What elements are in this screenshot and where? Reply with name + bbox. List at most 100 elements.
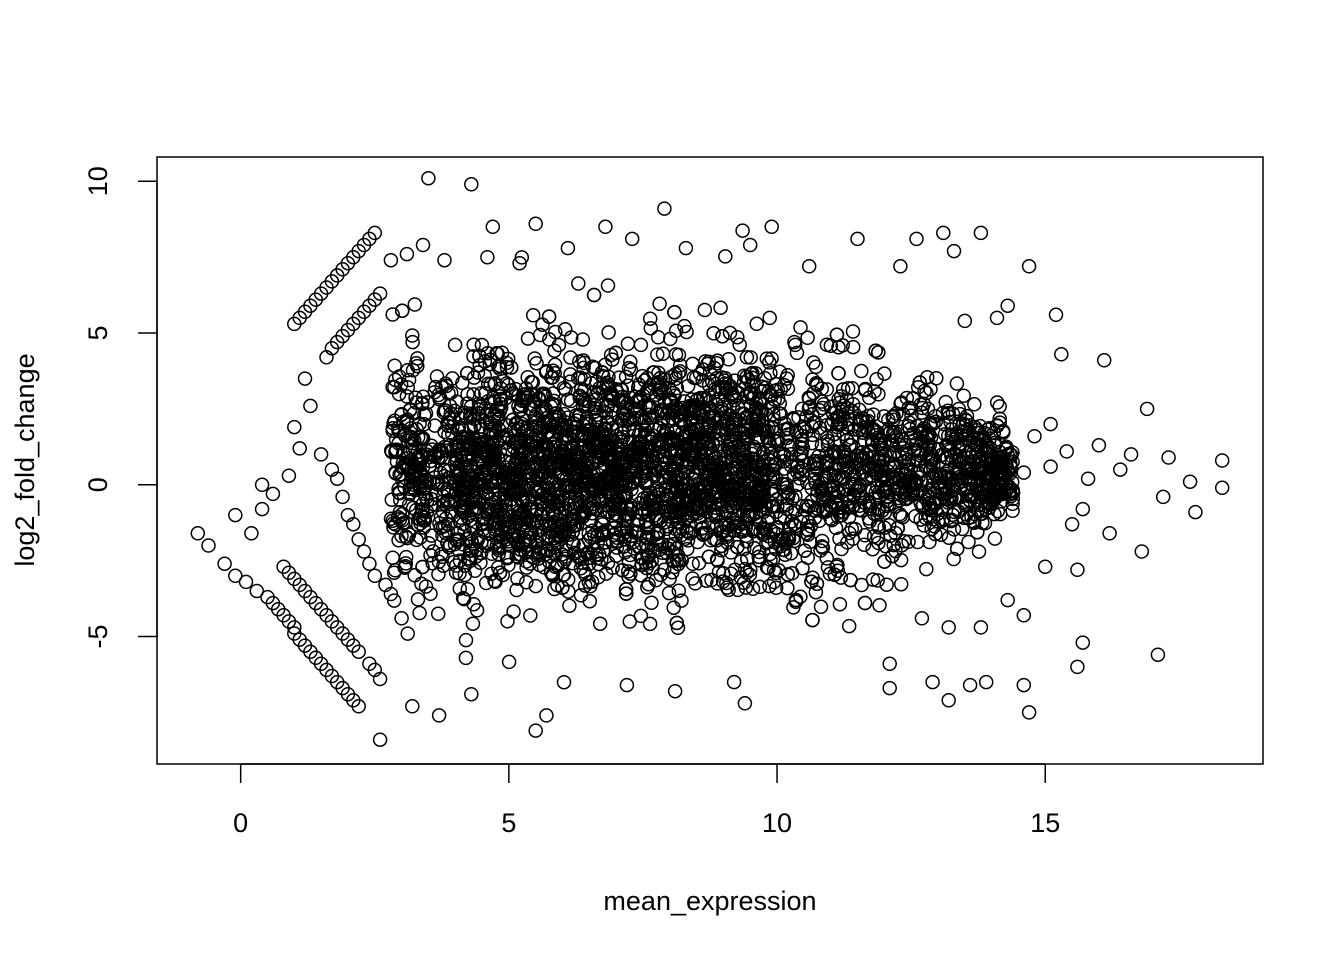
- data-point: [795, 498, 810, 514]
- data-point: [546, 393, 562, 409]
- data-point: [954, 521, 970, 537]
- data-point: [819, 551, 835, 566]
- data-point: [464, 177, 479, 192]
- data-point: [418, 406, 434, 421]
- data-point: [795, 453, 811, 469]
- data-point: [650, 474, 665, 489]
- data-point: [623, 354, 638, 370]
- data-point: [737, 696, 753, 711]
- y-axis-label: log2_fold_change: [10, 353, 40, 566]
- data-point: [249, 583, 265, 599]
- data-point: [773, 445, 788, 461]
- data-point: [442, 398, 458, 413]
- data-point: [928, 503, 943, 519]
- data-point: [1016, 465, 1032, 480]
- data-point: [395, 506, 410, 522]
- data-point: [568, 454, 584, 469]
- x-tick-label: 10: [762, 808, 792, 838]
- data-point: [1096, 353, 1112, 368]
- data-point: [930, 514, 946, 529]
- data-point: [666, 600, 681, 615]
- data-point: [626, 541, 642, 556]
- data-point: [556, 674, 572, 690]
- data-point: [600, 380, 615, 395]
- data-point: [386, 593, 402, 608]
- data-point: [909, 486, 924, 501]
- data-point: [919, 561, 934, 577]
- data-point: [689, 483, 705, 499]
- data-point: [462, 551, 477, 566]
- data-point: [765, 471, 781, 486]
- data-point: [660, 518, 676, 534]
- data-point: [678, 438, 693, 454]
- data-point: [805, 427, 820, 443]
- data-point: [653, 513, 668, 529]
- data-point: [942, 435, 957, 450]
- data-point: [829, 327, 845, 342]
- data-point: [362, 556, 377, 571]
- data-point: [760, 430, 775, 446]
- data-point: [576, 360, 591, 376]
- data-point: [394, 611, 409, 626]
- data-point: [882, 656, 897, 672]
- data-point: [587, 360, 603, 376]
- data-point: [430, 477, 445, 492]
- data-point: [351, 532, 366, 547]
- data-point: [445, 371, 460, 386]
- data-point: [484, 566, 499, 581]
- data-point: [831, 391, 846, 407]
- data-point: [572, 407, 587, 423]
- data-point: [905, 391, 921, 406]
- data-point: [870, 573, 885, 588]
- data-point: [228, 507, 243, 523]
- data-point: [509, 582, 524, 598]
- data-point: [432, 516, 447, 531]
- data-point: [702, 393, 718, 409]
- data-point: [586, 287, 602, 303]
- data-point: [620, 336, 636, 352]
- data-point: [479, 415, 495, 430]
- data-point: [669, 504, 684, 520]
- data-point: [886, 412, 901, 427]
- data-point: [423, 586, 438, 602]
- data-point: [778, 536, 793, 552]
- data-point: [634, 550, 649, 565]
- data-point: [372, 671, 388, 687]
- data-point: [619, 677, 635, 693]
- data-point: [713, 300, 728, 315]
- data-point: [430, 606, 446, 622]
- data-point: [601, 451, 617, 466]
- data-point: [924, 454, 939, 470]
- data-point: [642, 311, 658, 326]
- data-point: [576, 439, 592, 454]
- data-point: [630, 439, 646, 455]
- data-point: [561, 430, 577, 445]
- data-point: [506, 604, 521, 619]
- data-point: [669, 615, 685, 631]
- data-point: [431, 708, 447, 723]
- data-point: [510, 511, 526, 526]
- data-point: [619, 524, 634, 539]
- data-point: [404, 468, 419, 483]
- data-point: [996, 467, 1011, 483]
- data-point: [668, 323, 684, 339]
- data-point: [628, 463, 644, 479]
- data-point: [983, 440, 998, 456]
- data-point: [545, 363, 561, 378]
- data-point: [1080, 471, 1096, 486]
- data-point: [480, 249, 495, 265]
- data-point: [874, 473, 889, 488]
- data-point: [957, 313, 973, 329]
- data-point: [701, 549, 717, 565]
- data-point: [744, 491, 759, 507]
- data-point: [644, 595, 659, 611]
- data-point: [894, 466, 910, 482]
- data-point: [576, 509, 591, 524]
- data-point: [519, 574, 534, 590]
- data-point: [814, 533, 830, 549]
- data-point: [538, 365, 554, 380]
- data-point: [458, 650, 474, 666]
- data-point: [951, 474, 966, 490]
- data-point: [598, 566, 614, 581]
- data-point: [829, 559, 844, 574]
